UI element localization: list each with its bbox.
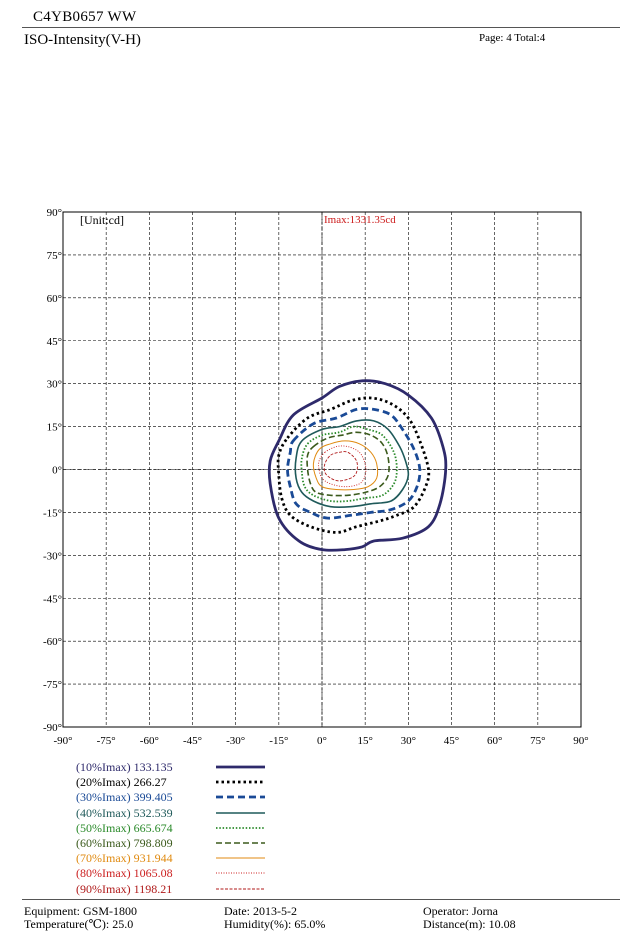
legend-label: (50%Imax) 665.674 <box>76 820 173 835</box>
legend-swatch <box>216 857 265 859</box>
x-tick-label: 15° <box>357 735 372 747</box>
footer-left: Equipment: GSM-1800 Temperature(℃): 25.0 <box>24 905 137 931</box>
y-tick-label: 15° <box>47 422 62 434</box>
date-label: Date: 2013-5-2 <box>224 904 297 918</box>
legend-item: (80%Imax) 1065.08 <box>76 866 276 881</box>
footer-right: Operator: Jorna Distance(m): 10.08 <box>423 905 516 931</box>
unit-label: [Unit:cd] <box>80 213 124 227</box>
x-tick-label: -75° <box>97 735 116 747</box>
legend-label: (70%Imax) 931.944 <box>76 851 173 866</box>
humidity-label: Humidity(%): 65.0% <box>224 917 326 931</box>
legend-swatch <box>216 780 265 784</box>
page-indicator: Page: 4 Total:4 <box>479 32 546 44</box>
footer-divider <box>22 899 620 900</box>
y-tick-label: 75° <box>47 250 62 262</box>
legend-swatch <box>216 795 265 799</box>
distance-label: Distance(m): 10.08 <box>423 917 516 931</box>
y-tick-label: 45° <box>47 336 62 348</box>
temperature-label: Temperature(℃): 25.0 <box>24 917 134 931</box>
x-tick-label: -90° <box>53 735 72 747</box>
contour-line-7 <box>312 440 379 491</box>
chart-subtitle: ISO-Intensity(V-H) <box>24 32 141 48</box>
y-tick-label: 30° <box>47 379 62 391</box>
legend-item: (50%Imax) 665.674 <box>76 821 276 836</box>
contour-line-4 <box>294 419 410 509</box>
contour-line-6 <box>306 431 390 497</box>
x-tick-label: -60° <box>140 735 159 747</box>
y-tick-label: 90° <box>47 207 62 219</box>
legend-swatch <box>216 842 265 844</box>
legend-item: (70%Imax) 931.944 <box>76 851 276 866</box>
legend-swatch <box>216 826 265 829</box>
contour-legend: (10%Imax) 133.135 (20%Imax) 266.27 (30%Ima… <box>76 760 276 897</box>
legend-label: (80%Imax) 1065.08 <box>76 866 173 881</box>
legend-swatch <box>216 811 265 814</box>
legend-swatch <box>216 888 265 889</box>
y-tick-label: -75° <box>43 679 62 691</box>
legend-label: (30%Imax) 399.405 <box>76 790 173 805</box>
legend-item: (20%Imax) 266.27 <box>76 775 276 790</box>
x-tick-label: -30° <box>226 735 245 747</box>
report-title: C4YB0657 WW <box>33 9 137 25</box>
equipment-label: Equipment: GSM-1800 <box>24 904 137 918</box>
y-tick-label: 0° <box>52 465 62 477</box>
y-tick-label: -15° <box>43 507 62 519</box>
contour-line-1 <box>267 379 448 552</box>
y-tick-label: 60° <box>47 293 62 305</box>
x-tick-label: 60° <box>487 735 502 747</box>
legend-item: (60%Imax) 798.809 <box>76 836 276 851</box>
legend-label: (60%Imax) 798.809 <box>76 835 173 850</box>
y-tick-label: -90° <box>43 722 62 734</box>
x-tick-label: -45° <box>183 735 202 747</box>
header-divider <box>22 27 620 28</box>
legend-item: (10%Imax) 133.135 <box>76 760 276 775</box>
y-tick-label: -30° <box>43 550 62 562</box>
x-tick-label: 0° <box>317 735 327 747</box>
operator-label: Operator: Jorna <box>423 904 498 918</box>
contour-line-3 <box>286 407 422 520</box>
iso-intensity-chart: -90° -75° -60° -45° -30° -15° 0° 15° 30° 45° 60° 75… <box>43 207 589 747</box>
legend-item: (30%Imax) 399.405 <box>76 790 276 805</box>
legend-label: (20%Imax) 266.27 <box>76 775 167 790</box>
legend-label: (10%Imax) 133.135 <box>76 760 173 774</box>
legend-item: (40%Imax) 532.539 <box>76 806 276 821</box>
imax-label: Imax:1331.35cd <box>324 214 396 226</box>
legend-swatch <box>216 765 265 769</box>
x-tick-label: 45° <box>444 735 459 747</box>
contour-line-2 <box>276 396 431 534</box>
legend-label: (90%Imax) 1198.21 <box>76 881 173 896</box>
x-tick-label: 75° <box>530 735 545 747</box>
contour-line-9 <box>323 451 358 482</box>
legend-item: (90%Imax) 1198.21 <box>76 882 276 897</box>
legend-swatch <box>216 872 265 874</box>
x-tick-label: 30° <box>401 735 416 747</box>
footer-middle: Date: 2013-5-2 Humidity(%): 65.0% <box>224 905 325 931</box>
x-tick-label: 90° <box>573 735 588 747</box>
y-tick-label: -45° <box>43 593 62 605</box>
legend-label: (40%Imax) 532.539 <box>76 805 173 820</box>
y-tick-label: -60° <box>43 636 62 648</box>
x-tick-label: -15° <box>269 735 288 747</box>
